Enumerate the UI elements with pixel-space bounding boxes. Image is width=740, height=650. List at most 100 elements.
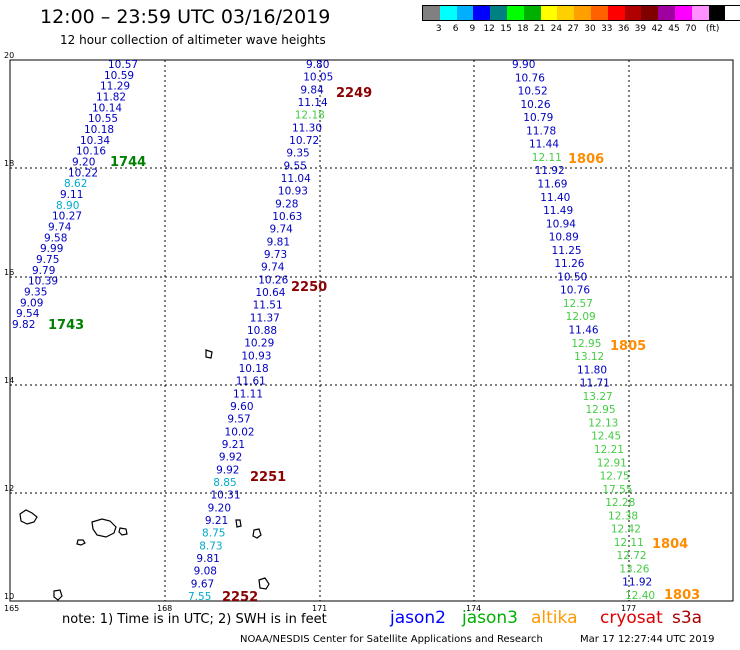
- swh-value: 10.93: [278, 186, 308, 198]
- swh-value: 12.42: [611, 524, 641, 536]
- map-grid: 20 18 16 14 12 10 165 168 171 174 177: [4, 51, 733, 613]
- island-shape: [205, 349, 213, 359]
- swh-value: 9.57: [227, 414, 250, 426]
- swh-value: 10.18: [239, 363, 269, 375]
- swh-value: 12.75: [600, 471, 630, 483]
- colorbar-swatch: [691, 6, 709, 20]
- pass-time-label: 2252: [222, 590, 258, 605]
- swh-value: 8.90: [56, 200, 79, 212]
- longitude-label: 168: [157, 604, 172, 613]
- swh-value: 9.81: [196, 553, 219, 565]
- colorbar-label: 12: [483, 24, 495, 34]
- swh-value: 11.80: [577, 364, 607, 376]
- swh-value: 10.52: [518, 86, 548, 98]
- swh-value: 9.55: [284, 160, 307, 172]
- colorbar-label: 9: [469, 24, 476, 34]
- longitude-label: 174: [466, 604, 481, 613]
- island-shape: [118, 527, 128, 536]
- swh-value: 7.55: [188, 591, 211, 603]
- swh-value: 9.90: [512, 59, 535, 71]
- swh-value: 12.95: [571, 338, 601, 350]
- footer-credit: NOAA/NESDIS Center for Satellite Applica…: [240, 634, 543, 645]
- swh-value: 10.31: [210, 490, 240, 502]
- colorbar-label: 45: [668, 24, 680, 34]
- satellite-legend-item: jason3: [462, 608, 518, 628]
- swh-value: 10.55: [88, 113, 118, 125]
- colorbar-label: 18: [517, 24, 529, 34]
- swh-value: 11.40: [540, 192, 570, 204]
- swh-value: 11.51: [253, 300, 283, 312]
- colorbar-label: 70: [685, 24, 697, 34]
- swh-value: 8.85: [213, 477, 236, 489]
- colorbar-label: 42: [651, 24, 663, 34]
- colorbar-swatch: [439, 6, 457, 20]
- swh-value: 10.57: [108, 59, 138, 71]
- swh-value: 11.37: [250, 312, 280, 324]
- pass-time-labels: 2249 1744 1806 2250 1743 1805 2251 1804 2252 1803: [48, 86, 700, 605]
- swh-value: 10.64: [255, 287, 285, 299]
- swh-value: 8.75: [202, 528, 225, 540]
- map-border: [9, 59, 734, 602]
- colorbar-label: 6: [452, 24, 459, 34]
- island-shape: [235, 519, 242, 528]
- swh-value: 9.60: [230, 401, 253, 413]
- swh-value: 13.26: [619, 563, 649, 575]
- island-shape: [76, 539, 86, 546]
- swh-value: 9.35: [24, 287, 47, 299]
- colorbar-swatch: [641, 6, 659, 20]
- swh-value: 10.76: [560, 285, 590, 297]
- swh-value: 12.45: [591, 431, 621, 443]
- pass-time-label: 1743: [48, 318, 84, 333]
- swh-value: 9.54: [16, 308, 40, 320]
- swh-value: 9.21: [222, 439, 245, 451]
- swh-value: 9.92: [219, 452, 242, 464]
- swh-value: 9.74: [48, 222, 72, 234]
- swh-value: 11.92: [622, 577, 652, 589]
- island-shape: [53, 589, 63, 601]
- colorbar-labels: 3 6 9 12 15 18 21 24 27 30 33 36 39 42 45 70 (ft): [422, 21, 740, 35]
- satellite-legend-item: altika: [531, 608, 578, 628]
- coastline-islands: [19, 349, 270, 601]
- swh-value: 8.73: [199, 540, 222, 552]
- map-frame: [9, 59, 734, 602]
- swh-value: 12.38: [608, 510, 638, 522]
- pass-time-label: 1803: [664, 588, 700, 603]
- colorbar-swatch: [540, 6, 558, 20]
- swh-value: 10.22: [68, 167, 98, 179]
- swh-value: 11.46: [569, 325, 599, 337]
- swh-value: 10.76: [515, 72, 545, 84]
- swh-value: 10.05: [303, 72, 333, 84]
- swh-value: 10.39: [28, 276, 58, 288]
- latitude-label: 12: [4, 484, 14, 493]
- pass-time-label: 1744: [110, 155, 146, 170]
- colorbar-label: 21: [533, 24, 546, 34]
- swh-value: 10.14: [92, 102, 122, 114]
- colorbar-swatch: [590, 6, 608, 20]
- longitude-label: 177: [621, 604, 636, 613]
- satellite-legend-item: cryosat: [600, 608, 663, 628]
- swh-value: 12.18: [295, 110, 325, 122]
- latitude-label: 16: [4, 268, 14, 277]
- swh-value: 10.93: [241, 350, 271, 362]
- swh-value: 11.04: [281, 173, 311, 185]
- map-subtitle: 12 hour collection of altimeter wave hei…: [60, 33, 326, 47]
- colorbar-label: 33: [601, 24, 613, 34]
- swh-value: 9.67: [191, 578, 214, 590]
- pass-time-label: 2249: [336, 86, 372, 101]
- colorbar-label: 15: [500, 24, 512, 34]
- pass-time-label: 1804: [652, 537, 688, 552]
- swh-value: 11.69: [537, 178, 567, 190]
- latitude-label: 10: [4, 592, 14, 601]
- swh-value: 10.89: [549, 232, 579, 244]
- swh-value: 9.11: [60, 189, 83, 201]
- swh-value: 11.71: [580, 378, 610, 390]
- swh-value: 11.26: [554, 258, 584, 270]
- swh-value: 13.12: [574, 351, 604, 363]
- latitude-label: 20: [4, 51, 14, 60]
- swh-value: 13.27: [583, 391, 613, 403]
- swh-value: 10.29: [244, 338, 274, 350]
- satellite-legend-item: s3a: [672, 608, 703, 628]
- swh-value: 11.92: [535, 165, 565, 177]
- colorbar-swatch: [624, 6, 642, 20]
